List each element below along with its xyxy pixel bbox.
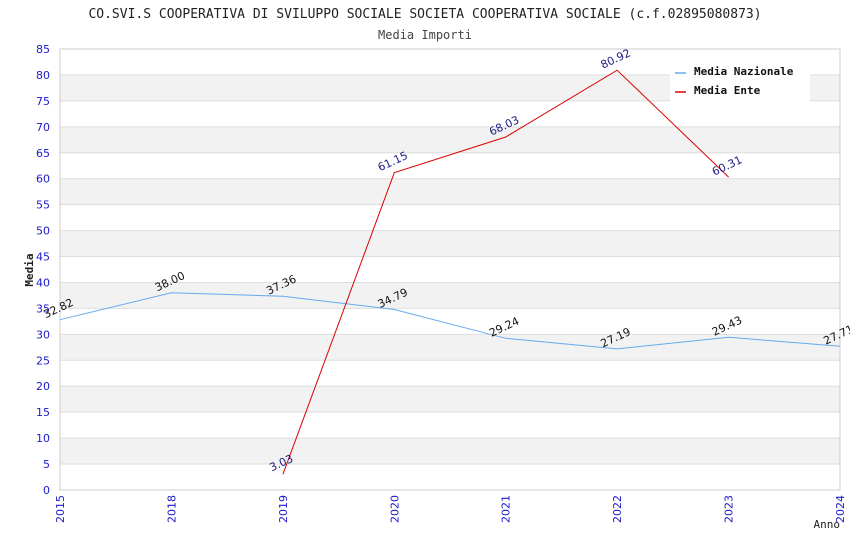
y-axis: 0 5 10 15 20 25 30 35 40 45 50 55 60 65 70 75 80 85 <box>36 43 50 497</box>
plot-band <box>60 282 840 309</box>
y-tick-label: 75 <box>36 95 50 108</box>
y-tick-label: 55 <box>36 199 50 212</box>
x-tick-label: 2015 <box>54 495 67 523</box>
y-tick-label: 65 <box>36 147 50 160</box>
x-tick-label: 2018 <box>165 495 178 523</box>
plot-band <box>60 334 840 361</box>
y-tick-label: 30 <box>36 328 50 341</box>
x-axis: 2015 2018 2019 2020 2021 2022 2023 2024 <box>54 495 847 523</box>
legend-box <box>670 60 810 102</box>
y-tick-label: 40 <box>36 276 50 289</box>
plot-band <box>60 204 840 231</box>
series-lines <box>59 69 841 475</box>
y-tick-label: 15 <box>36 406 50 419</box>
chart-title: CO.SVI.S COOPERATIVA DI SVILUPPO SOCIALE… <box>88 7 761 22</box>
plot-band <box>60 178 840 205</box>
x-tick-label: 2021 <box>500 495 513 523</box>
plot-band <box>60 256 840 283</box>
plot-band <box>60 464 840 490</box>
plot-band <box>60 230 840 257</box>
y-tick-label: 5 <box>43 458 50 471</box>
plot-band <box>60 100 840 127</box>
y-tick-label: 70 <box>36 121 50 134</box>
y-tick-label: 10 <box>36 432 50 445</box>
x-tick-label: 2023 <box>723 495 736 523</box>
legend-label-media-nazionale: Media Nazionale <box>694 65 794 78</box>
x-tick-label: 2019 <box>277 495 290 523</box>
x-tick-label: 2022 <box>611 495 624 523</box>
y-tick-label: 35 <box>36 302 50 315</box>
series-line-media-ente <box>282 69 729 475</box>
y-tick-label: 50 <box>36 225 50 238</box>
x-axis-title: Anno <box>814 518 841 531</box>
plot-band <box>60 152 840 179</box>
y-tick-label: 25 <box>36 354 50 367</box>
x-tick-label: 2024 <box>834 495 847 523</box>
plot-band <box>60 308 840 335</box>
y-axis-title: Media <box>23 253 36 286</box>
gridlines <box>59 48 841 491</box>
y-tick-label: 20 <box>36 380 50 393</box>
plot-border <box>59 48 841 491</box>
chart-subtitle: Media Importi <box>378 28 472 42</box>
series-line-media-nazionale <box>59 292 841 350</box>
legend-label-media-ente: Media Ente <box>694 84 761 97</box>
y-tick-label: 80 <box>36 69 50 82</box>
plot-background <box>60 49 840 490</box>
plot-band <box>60 412 840 439</box>
legend: Media Nazionale Media Ente <box>670 60 810 102</box>
plot-band <box>60 360 840 387</box>
y-tick-label: 60 <box>36 173 50 186</box>
plot-band <box>60 438 840 465</box>
y-tick-label: 0 <box>43 484 50 497</box>
plot-band <box>60 126 840 153</box>
y-tick-label: 85 <box>36 43 50 56</box>
x-tick-label: 2020 <box>388 495 401 523</box>
plot-band <box>60 386 840 413</box>
y-tick-label: 45 <box>36 251 50 264</box>
